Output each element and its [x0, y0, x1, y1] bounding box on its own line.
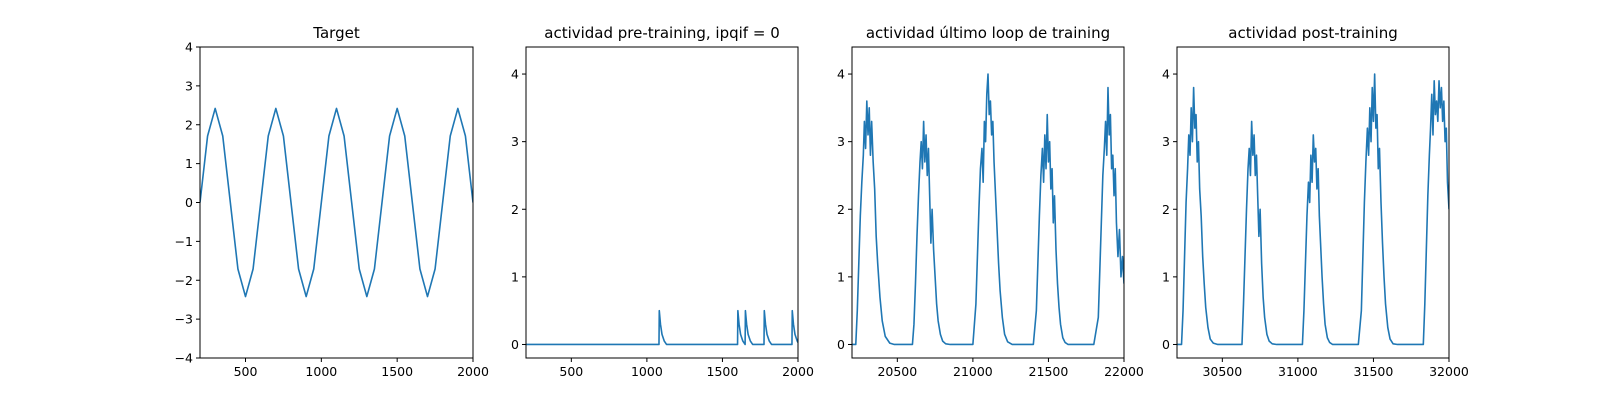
x-tick-label: 500 [559, 364, 583, 379]
chart-panel-1: Target 500 1000 1500 2000 −4 −3 −2 −1 0 1 2 3 4 [175, 24, 489, 379]
x-tick-label: 31500 [1354, 364, 1394, 379]
x-tick-label: 32000 [1429, 364, 1469, 379]
x-tick-label: 2000 [782, 364, 814, 379]
series-line [1177, 73, 1449, 346]
y-tick-label: 0 [1162, 337, 1170, 352]
y-tick-label: 1 [185, 156, 193, 171]
x-tick-label: 1500 [381, 364, 413, 379]
x-tick-label: 1000 [305, 364, 337, 379]
x-tick-label: 31000 [1278, 364, 1318, 379]
y-tick-label: −4 [175, 351, 193, 366]
chart-panel-2: actividad pre-training, ipqif = 0 500 1000… [511, 24, 814, 379]
axes-frame [1176, 46, 1450, 359]
axes-frame [851, 46, 1125, 359]
axes-frame [199, 46, 474, 359]
y-tick-label: 0 [511, 337, 519, 352]
y-tick-label: −1 [175, 234, 193, 249]
x-tick-label: 1500 [707, 364, 739, 379]
y-tick-label: 3 [511, 134, 519, 149]
x-tick-label: 1000 [631, 364, 663, 379]
y-tick-label: −3 [175, 312, 193, 327]
y-tick-label: 1 [1162, 269, 1170, 284]
x-tick-label: 2000 [457, 364, 489, 379]
chart-title: Target [312, 24, 360, 42]
y-tick-label: 4 [1162, 67, 1170, 82]
x-tick-label: 500 [234, 364, 258, 379]
y-tick-label: 4 [511, 67, 519, 82]
y-tick-label: 3 [1162, 134, 1170, 149]
x-tick-label: 30500 [1202, 364, 1242, 379]
y-tick-label: 0 [837, 337, 845, 352]
y-tick-label: 2 [511, 202, 519, 217]
chart-title: actividad post-training [1228, 24, 1397, 42]
y-tick-label: 4 [837, 67, 845, 82]
axes-frame [525, 46, 799, 359]
y-tick-label: 1 [511, 269, 519, 284]
x-tick-label: 22000 [1104, 364, 1144, 379]
series-line [200, 107, 473, 298]
y-tick-label: 1 [837, 269, 845, 284]
series-line [852, 73, 1124, 346]
y-tick-label: 4 [185, 40, 193, 55]
y-tick-label: 2 [1162, 202, 1170, 217]
x-tick-label: 21500 [1029, 364, 1069, 379]
x-tick-label: 20500 [877, 364, 917, 379]
y-tick-label: 2 [185, 117, 193, 132]
y-tick-label: 0 [185, 195, 193, 210]
y-tick-label: 2 [837, 202, 845, 217]
series-line [526, 309, 798, 346]
y-tick-label: −2 [175, 273, 193, 288]
x-tick-label: 21000 [953, 364, 993, 379]
y-tick-label: 3 [185, 78, 193, 93]
y-tick-label: 3 [837, 134, 845, 149]
chart-title: actividad pre-training, ipqif = 0 [544, 24, 780, 42]
chart-title: actividad último loop de training [866, 24, 1110, 42]
